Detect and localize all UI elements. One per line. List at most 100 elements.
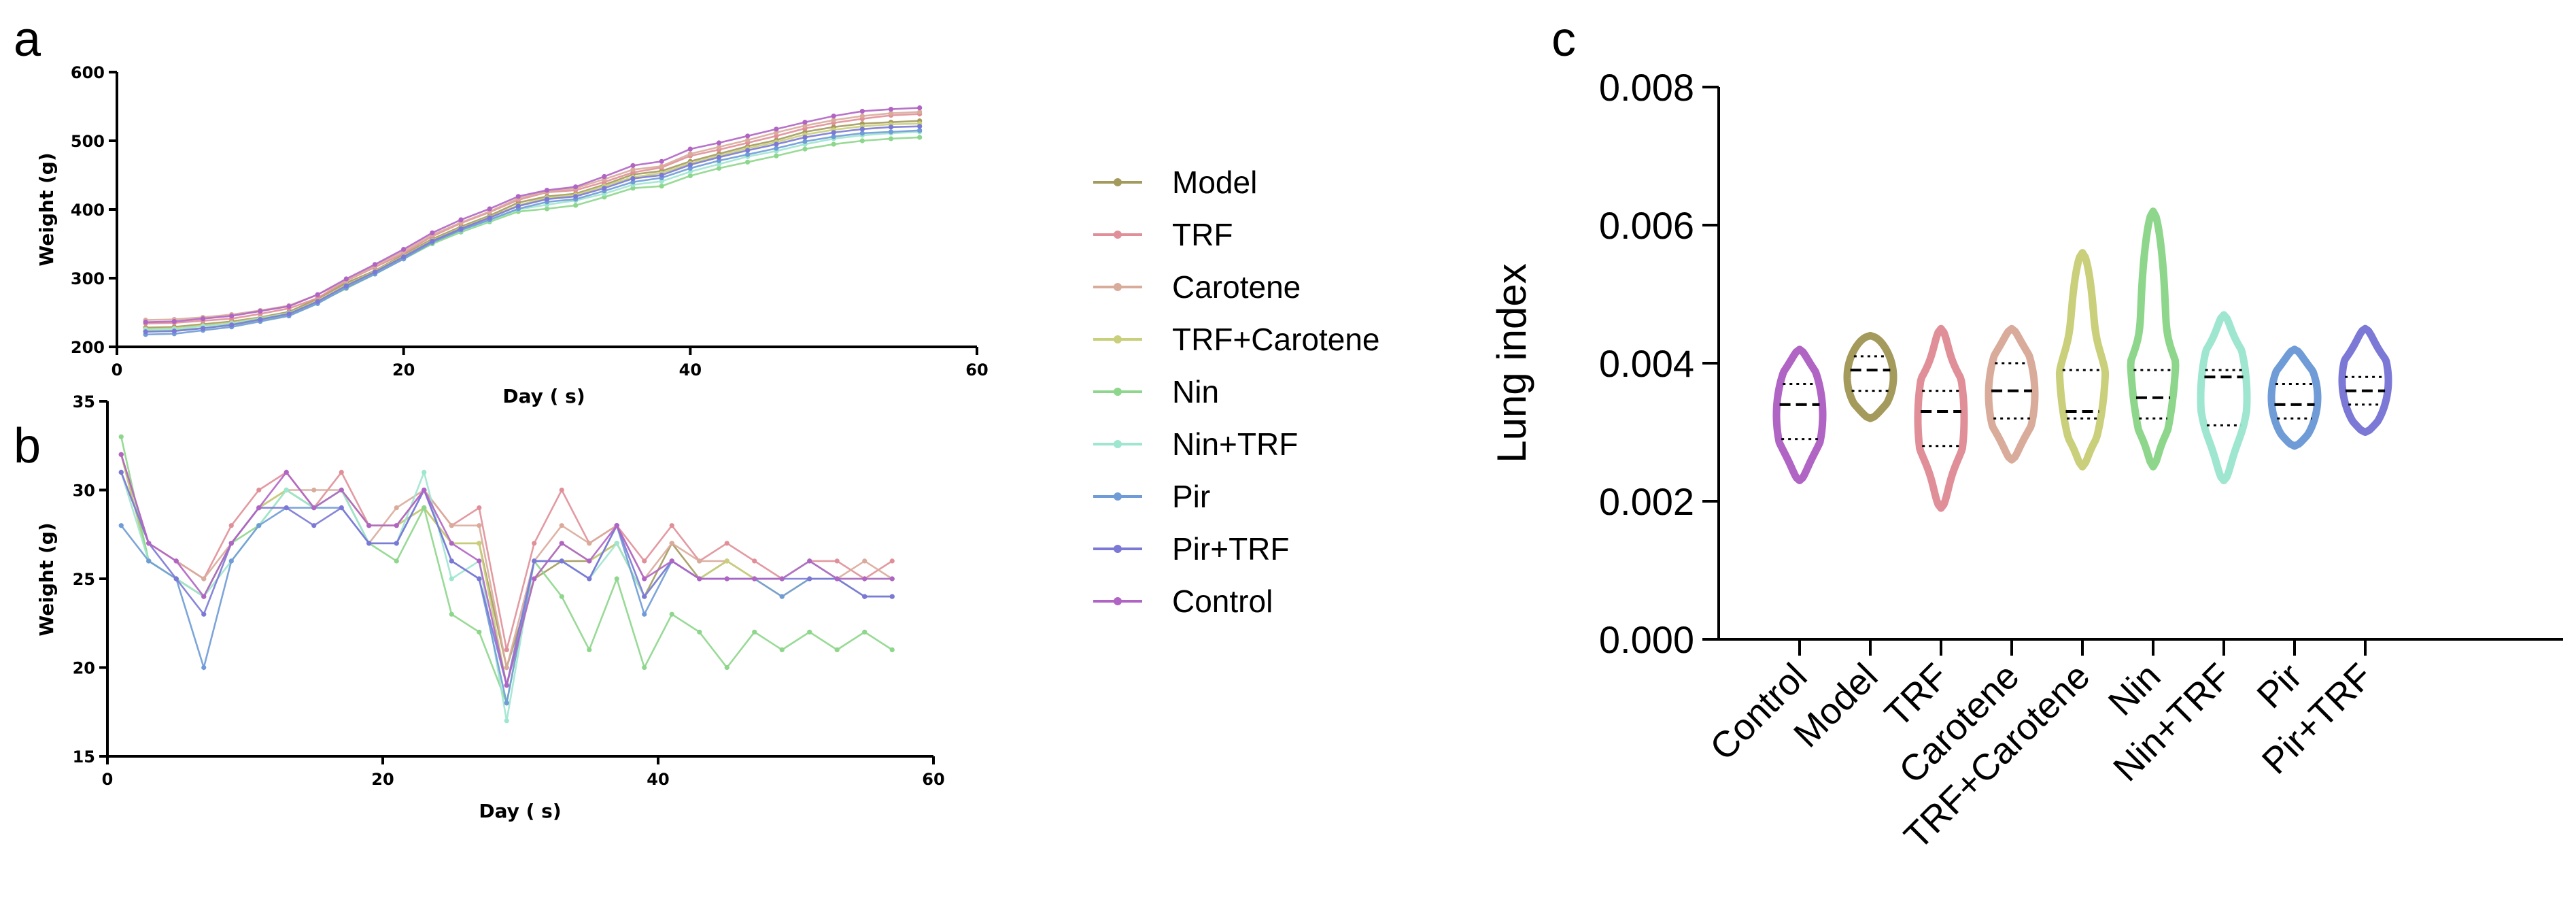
chart-b-xtick-label: 20 — [371, 770, 394, 789]
chart-a-point-pir-trf — [171, 328, 177, 334]
chart-a-line-trf — [145, 113, 920, 324]
chart-a-point-pir-trf — [831, 130, 836, 135]
legend-label: Nin+TRF — [1172, 426, 1298, 462]
legend-label: Model — [1172, 165, 1257, 200]
chart-b-point-nin — [834, 647, 840, 653]
chart-a-point-nin — [859, 138, 865, 144]
chart-b-point-control — [146, 541, 152, 546]
chart-a-ytick-label: 300 — [71, 269, 105, 288]
chart-b-point-control — [394, 523, 399, 528]
chart-c-ytick-label: 0.000 — [1599, 618, 1694, 661]
chart-b-xtick-label: 60 — [922, 770, 944, 789]
chart-a-point-pir-trf — [917, 124, 923, 129]
chart-b-point-trf — [669, 523, 674, 528]
violin-carotene — [1985, 324, 2039, 464]
chart-a-series — [143, 105, 923, 337]
chart-a-point-control — [630, 163, 636, 168]
chart-c-ytick-label: 0.004 — [1599, 342, 1694, 385]
chart-b-point-control — [614, 523, 619, 528]
chart-a-point-nin-trf — [687, 169, 693, 175]
chart-b-point-nin — [587, 647, 592, 653]
chart-b: 0 20 40 60 15 20 25 30 35 Day ( s) Weight (g) — [35, 392, 945, 822]
chart-b-point-nin-trf — [422, 469, 427, 475]
chart-b-point-carotene — [201, 576, 207, 582]
chart-a-point-control — [573, 184, 579, 190]
chart-b-xtick-label: 40 — [647, 770, 669, 789]
chart-a-point-pir-trf — [487, 215, 492, 220]
chart-b-point-control — [449, 541, 454, 546]
chart-b-point-pir-trf — [173, 576, 179, 582]
chart-a-point-carotene — [802, 123, 808, 129]
chart-a-point-nin-trf — [716, 161, 722, 167]
chart-b-point-pir-trf — [642, 594, 647, 599]
chart-b-point-pir-trf — [284, 505, 289, 511]
chart-a-point-control — [859, 108, 865, 114]
chart-b-point-control — [366, 523, 372, 528]
chart-a-point-carotene — [687, 151, 693, 156]
chart-b-point-nin — [394, 558, 399, 564]
chart-a-point-nin — [687, 173, 693, 179]
chart-a-point-control — [659, 158, 664, 164]
chart-a-point-control — [487, 206, 492, 212]
chart-a-line-nin — [145, 136, 920, 333]
chart-c-ytick-label: 0.008 — [1599, 66, 1694, 109]
chart-b-ticks: 0 20 40 60 15 20 25 30 35 — [73, 392, 945, 789]
chart-a-point-pir-trf — [888, 124, 894, 130]
chart-b-point-trf — [889, 558, 895, 564]
chart-b-ytick-label: 30 — [73, 482, 95, 501]
legend-swatch-marker — [1114, 231, 1122, 239]
chart-a-point-nin-trf — [659, 178, 664, 184]
panel-label-a: a — [14, 12, 41, 67]
chart-a-point-carotene — [745, 137, 751, 143]
chart-b-point-control — [477, 558, 482, 564]
chart-b-point-pir — [118, 523, 124, 528]
legend-label: Pir — [1172, 479, 1210, 514]
chart-b-point-control — [889, 576, 895, 582]
chart-b-point-control — [284, 469, 289, 475]
chart-a-point-carotene — [888, 111, 894, 116]
legend-label: TRF+Carotene — [1172, 322, 1380, 357]
chart-b-point-trf — [504, 647, 509, 653]
chart-c-violins — [1772, 207, 2392, 512]
chart-c-ticks: 0.000 0.002 0.004 0.006 0.008 — [1599, 66, 2367, 661]
chart-a-point-control — [602, 173, 607, 180]
chart-b-point-pir-trf — [477, 576, 482, 582]
chart-b-point-control — [834, 576, 840, 582]
chart-b-point-carotene — [669, 541, 674, 546]
chart-c-ytick-label: 0.002 — [1599, 480, 1694, 523]
chart-a-xtick-label: 20 — [392, 360, 415, 380]
chart-b-point-control — [642, 576, 647, 582]
chart-a-line-model — [145, 120, 920, 329]
chart-a-point-carotene — [859, 114, 865, 119]
legend-swatch-marker — [1114, 283, 1122, 291]
chart-a-point-pir-trf — [544, 197, 550, 202]
chart-b-point-trf — [642, 558, 647, 564]
violin-nin — [2127, 207, 2180, 471]
chart-b-point-pir-trf — [201, 611, 207, 617]
chart-b-point-control — [311, 505, 317, 511]
chart-a-point-control — [143, 320, 148, 325]
chart-b-ytick-label: 20 — [73, 659, 95, 678]
chart-a-ytick-label: 400 — [71, 201, 105, 220]
chart-a-ytick-label: 500 — [71, 132, 105, 151]
chart-a-point-pir-trf — [315, 299, 320, 304]
chart-b-point-pir-trf — [366, 541, 372, 546]
chart-b-point-control — [532, 576, 537, 582]
chart-a-point-pir-trf — [286, 311, 292, 317]
chart-b-point-trf — [724, 541, 729, 546]
violin-trf-carotene — [2055, 249, 2110, 471]
chart-a-point-pir-trf — [630, 175, 636, 182]
chart-a-point-nin — [802, 146, 808, 152]
chart-a-point-pir-trf — [687, 162, 693, 167]
chart-a-point-carotene — [716, 144, 722, 150]
chart-a-point-pir — [774, 146, 779, 151]
legend: Model TRF Carotene TRF+Carotene Nin Nin+TRF Pi… — [1093, 165, 1380, 619]
chart-a-ticks: 0 20 40 60 200 300 400 500 600 — [71, 63, 989, 380]
chart-b-point-pir — [228, 558, 234, 564]
chart-b-point-trf-carotene — [724, 558, 729, 564]
chart-a-point-control — [372, 262, 378, 267]
chart-c-category-label: Control — [1702, 656, 1815, 769]
chart-a-point-control — [315, 292, 320, 297]
chart-a-point-carotene — [774, 130, 779, 135]
panel-label-c: c — [1551, 12, 1576, 67]
